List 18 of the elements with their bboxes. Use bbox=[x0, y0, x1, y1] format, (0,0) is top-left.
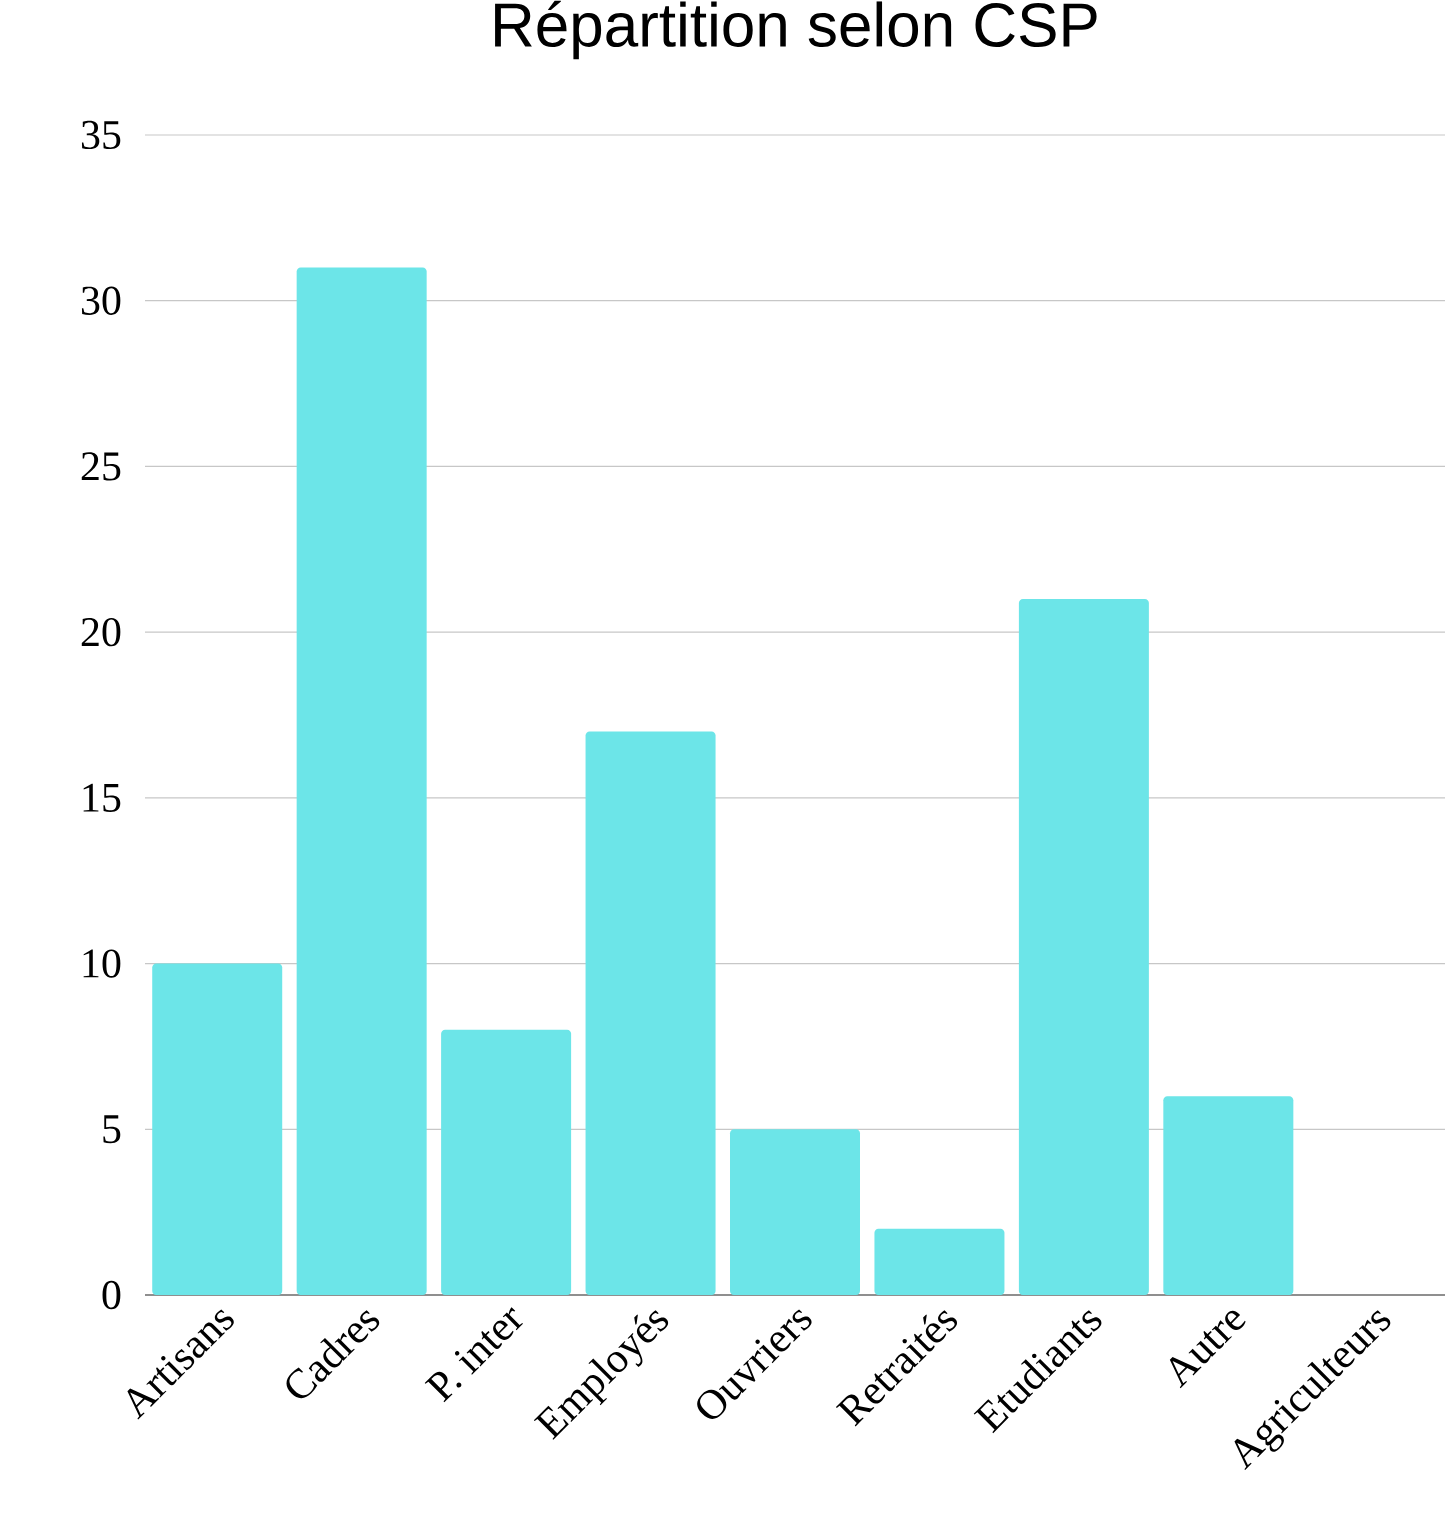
bar bbox=[152, 963, 283, 1295]
y-tick-label: 35 bbox=[81, 120, 121, 150]
y-tick-label: 25 bbox=[81, 452, 121, 481]
bar bbox=[730, 1129, 860, 1295]
bar bbox=[585, 731, 716, 1295]
bar bbox=[874, 1228, 1005, 1295]
y-tick-label: 30 bbox=[81, 286, 121, 315]
bar bbox=[1163, 1096, 1294, 1295]
y-tick-label: 0 bbox=[102, 1280, 121, 1310]
y-tick-label: 5 bbox=[103, 1115, 121, 1144]
bar bbox=[296, 267, 427, 1295]
y-tick-label: 10 bbox=[83, 949, 121, 978]
chart-title: Répartition selon CSP bbox=[495, 0, 1097, 60]
bar bbox=[441, 1029, 572, 1295]
x-tick-label: P. inter bbox=[424, 1307, 523, 1403]
y-tick-label: 15 bbox=[83, 783, 121, 812]
y-tick-label: 20 bbox=[81, 617, 121, 647]
bar bbox=[1018, 599, 1149, 1295]
